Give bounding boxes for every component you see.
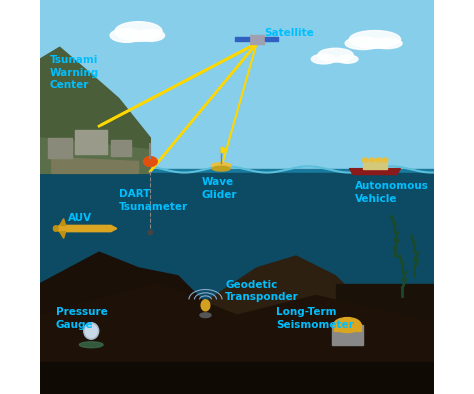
Ellipse shape — [334, 318, 361, 333]
Bar — [111, 140, 131, 156]
Bar — [363, 160, 387, 169]
Text: Long-Term
Seismometer: Long-Term Seismometer — [276, 307, 354, 330]
Ellipse shape — [115, 22, 162, 41]
Polygon shape — [40, 138, 150, 173]
Text: Satellite: Satellite — [264, 28, 314, 39]
Text: Pressure
Gauge: Pressure Gauge — [56, 307, 108, 330]
Ellipse shape — [311, 54, 336, 64]
Bar — [235, 37, 249, 41]
Polygon shape — [221, 147, 227, 153]
Bar — [264, 37, 278, 41]
Polygon shape — [54, 225, 117, 232]
Ellipse shape — [212, 166, 230, 171]
Bar — [40, 0, 434, 177]
Text: Tsunami
Warning
Center: Tsunami Warning Center — [50, 55, 99, 90]
Text: Wave
Glider: Wave Glider — [201, 177, 237, 200]
Text: AUV: AUV — [68, 213, 91, 223]
Ellipse shape — [201, 300, 210, 311]
Bar — [40, 169, 434, 256]
Ellipse shape — [85, 324, 97, 338]
Text: Geodetic
Transponder: Geodetic Transponder — [225, 280, 299, 302]
Polygon shape — [158, 256, 355, 394]
Polygon shape — [40, 362, 434, 394]
Polygon shape — [40, 252, 217, 394]
Polygon shape — [52, 158, 138, 173]
Ellipse shape — [80, 342, 103, 348]
Ellipse shape — [110, 29, 143, 42]
Bar — [334, 324, 361, 331]
Bar — [250, 35, 264, 44]
Ellipse shape — [84, 323, 99, 339]
Ellipse shape — [376, 158, 381, 162]
Polygon shape — [40, 47, 150, 173]
Ellipse shape — [318, 48, 353, 62]
Ellipse shape — [345, 37, 381, 50]
Ellipse shape — [148, 230, 153, 235]
Ellipse shape — [349, 31, 401, 48]
Ellipse shape — [337, 55, 358, 63]
Ellipse shape — [211, 163, 231, 168]
Polygon shape — [60, 219, 65, 225]
Ellipse shape — [200, 313, 211, 318]
Bar — [336, 284, 434, 394]
Ellipse shape — [369, 158, 374, 162]
Polygon shape — [40, 284, 434, 394]
Polygon shape — [60, 232, 65, 238]
Ellipse shape — [371, 38, 402, 48]
Ellipse shape — [383, 158, 388, 162]
Bar — [331, 325, 363, 345]
Ellipse shape — [54, 226, 58, 231]
Ellipse shape — [136, 30, 164, 41]
Ellipse shape — [144, 156, 157, 166]
Text: DART
Tsunameter: DART Tsunameter — [119, 189, 188, 212]
Bar — [40, 173, 434, 394]
Bar — [75, 130, 107, 154]
Bar — [48, 138, 72, 158]
Polygon shape — [349, 169, 401, 175]
Text: Autonomous
Vehicle: Autonomous Vehicle — [355, 181, 429, 204]
Ellipse shape — [362, 158, 368, 162]
